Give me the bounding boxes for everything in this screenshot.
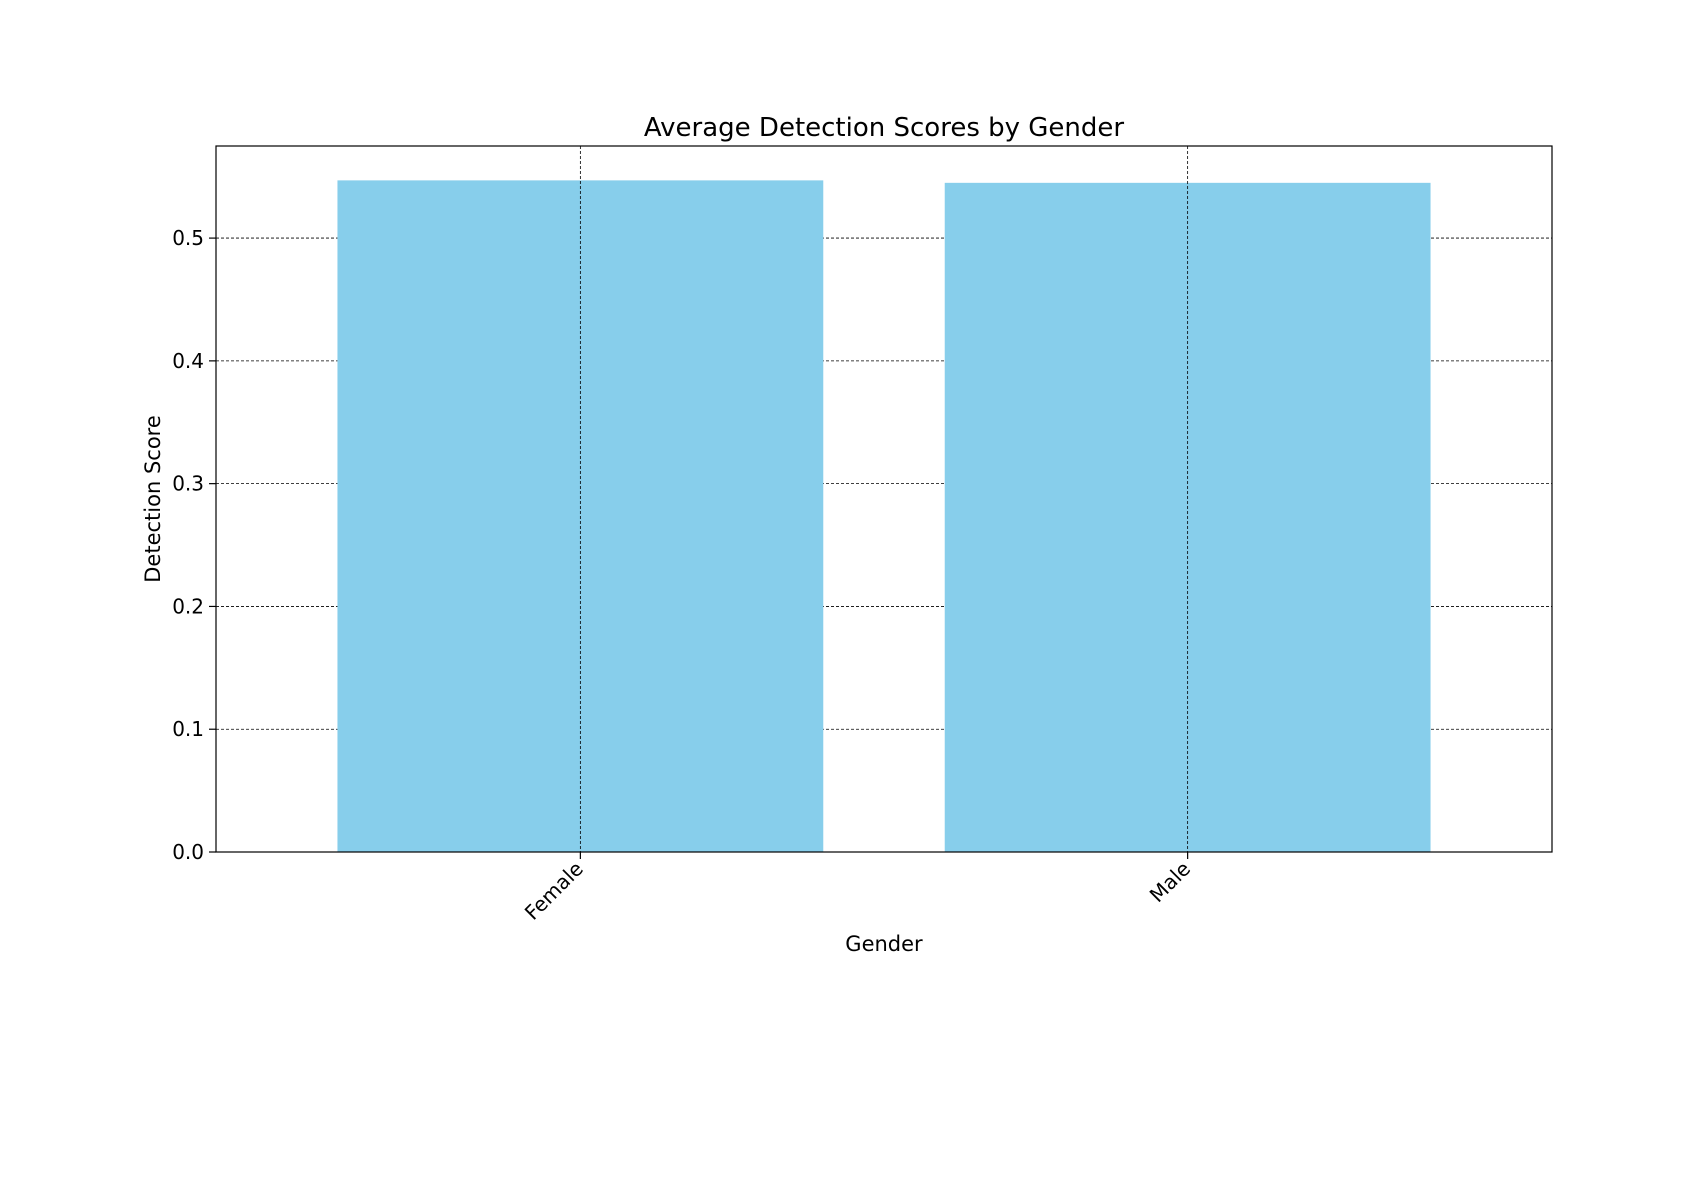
y-axis-label: Detection Score	[141, 415, 165, 583]
x-axis-label: Gender	[845, 932, 923, 956]
y-tick-label: 0.1	[172, 717, 204, 741]
y-tick-label: 0.5	[172, 226, 204, 250]
y-tick-label: 0.2	[172, 594, 204, 618]
y-tick-label: 0.0	[172, 840, 204, 864]
plot-frame	[215, 145, 1553, 853]
y-tick-label: 0.4	[172, 349, 204, 373]
vertical-grid-layer	[579, 146, 1189, 852]
y-tick-label: 0.3	[172, 472, 204, 496]
x-tick-label: Male	[1145, 857, 1195, 907]
bars-layer	[337, 180, 1431, 852]
x-tick-label: Female	[520, 857, 588, 925]
chart-title: Average Detection Scores by Gender	[644, 113, 1125, 143]
